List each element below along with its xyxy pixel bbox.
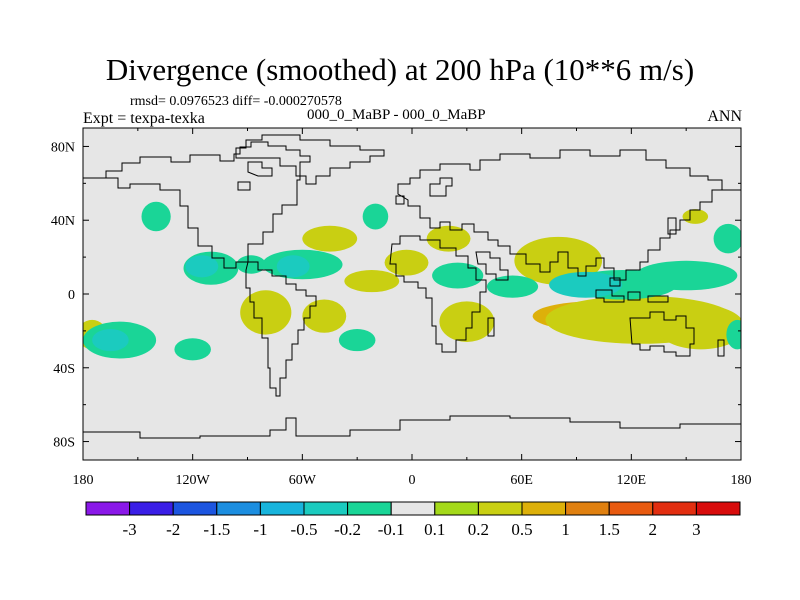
- field-region-32: [713, 223, 741, 254]
- coastline-maritime-continent: [595, 277, 669, 303]
- coastline-layer: [83, 134, 741, 439]
- colorbar-box-4: [259, 501, 305, 516]
- coastline-japan: [667, 217, 677, 235]
- colorbar-label: -0.2: [334, 520, 361, 539]
- colorbar-box-6: [347, 501, 392, 516]
- field-region-13: [426, 225, 471, 252]
- colorbar-box-2: [172, 501, 218, 516]
- colorbar-label: -0.5: [291, 520, 318, 539]
- axis-layer: 180 120W 60W 0 60E 120E 180 80N 40N 0 40S 80S: [51, 128, 752, 488]
- y-tick-label: 40S: [53, 362, 75, 377]
- x-tick-label: 60W: [289, 473, 317, 488]
- colorbar-label: 0.2: [468, 520, 489, 539]
- colorbar-label: 0.1: [424, 520, 445, 539]
- field-region-23: [276, 255, 310, 278]
- colorbar: -3 -2 -1.5 -1 -0.5 -0.2 -0.1 0.1 0.2 0.5 1 1.5 2 3: [85, 501, 741, 539]
- colorbar-label: 2: [649, 520, 658, 539]
- field-region-29: [92, 329, 129, 352]
- field-region-18: [549, 271, 623, 298]
- rmsd-diff-line: rmsd= 0.0976523 diff= -0.000270578: [130, 94, 342, 109]
- colorbar-box-1: [129, 501, 174, 516]
- colorbar-label: -1.5: [203, 520, 230, 539]
- coastline-new-zealand: [717, 339, 725, 357]
- coastline-greenland: [235, 134, 385, 185]
- colorbar-box-10: [521, 501, 567, 516]
- colorbar-box-11: [565, 501, 610, 516]
- x-tick-label: 120W: [176, 473, 211, 488]
- colorbar-label: -0.1: [378, 520, 405, 539]
- field-region-31: [338, 329, 376, 352]
- colorbar-box-8: [434, 501, 479, 516]
- field-region-25: [141, 201, 171, 232]
- field-region-9: [302, 299, 347, 333]
- y-tick-label: 80S: [53, 436, 75, 451]
- field-region-10: [302, 225, 358, 252]
- field-region-19: [486, 275, 539, 298]
- coastline-eurasia: [397, 149, 723, 281]
- coastline-north-america: [105, 141, 311, 269]
- season-label: ANN: [707, 108, 742, 125]
- coastline-scandinavia: [429, 177, 453, 197]
- colorbar-label: 1: [561, 520, 570, 539]
- colorbar-label: 3: [692, 520, 701, 539]
- field-region-14: [682, 209, 709, 224]
- colorbar-box-9: [477, 501, 523, 516]
- coastline-uk: [395, 195, 405, 205]
- colorbar-box-14: [695, 501, 741, 516]
- colorbar-label: 1.5: [599, 520, 620, 539]
- field-region-21: [185, 255, 219, 278]
- field-region-0: [439, 301, 495, 342]
- colorbar-box-7: [390, 501, 436, 516]
- x-tick-label: 120E: [617, 473, 647, 488]
- field-region-17: [634, 260, 738, 291]
- coastline-australia: [629, 311, 695, 357]
- field-region-11: [344, 270, 400, 293]
- field-region-30: [174, 338, 211, 361]
- field-region-26: [362, 203, 389, 230]
- field-region-33: [726, 319, 741, 350]
- field-region-27: [432, 262, 484, 289]
- x-tick-label: 0: [409, 473, 416, 488]
- field-region-24: [236, 255, 266, 274]
- colorbar-label: -1: [253, 520, 267, 539]
- experiment-label: Expt = texpa-texka: [83, 110, 205, 127]
- colorbar-box-12: [608, 501, 654, 516]
- coastline-madagascar: [487, 317, 495, 337]
- y-tick-label: 40N: [51, 214, 75, 229]
- y-tick-label: 80N: [51, 140, 75, 155]
- case-label: 000_0_MaBP - 000_0_MaBP: [307, 107, 486, 123]
- coastline-south-america: [245, 261, 317, 397]
- chart-title: Divergence (smoothed) at 200 hPa (10**6 …: [105, 52, 695, 87]
- colorbar-label: -2: [166, 520, 180, 539]
- colorbar-label: -3: [123, 520, 137, 539]
- field-region-8: [240, 290, 292, 335]
- coastline-arctic-islands: [237, 161, 273, 191]
- colorbar-box-0: [85, 501, 131, 516]
- x-tick-label: 60E: [510, 473, 533, 488]
- colorbar-box-5: [303, 501, 349, 516]
- x-tick-label: 180: [731, 473, 752, 488]
- y-tick-label: 0: [68, 288, 75, 303]
- coastline-alaska-west: [83, 177, 741, 191]
- colorbar-label: 0.5: [511, 520, 532, 539]
- coastline-antarctica: [83, 415, 741, 439]
- coastline-africa: [389, 235, 487, 353]
- coastline-arabia: [475, 251, 509, 281]
- x-tick-label: 180: [73, 473, 94, 488]
- colorbar-box-13: [652, 501, 697, 516]
- colorbar-box-3: [216, 501, 261, 516]
